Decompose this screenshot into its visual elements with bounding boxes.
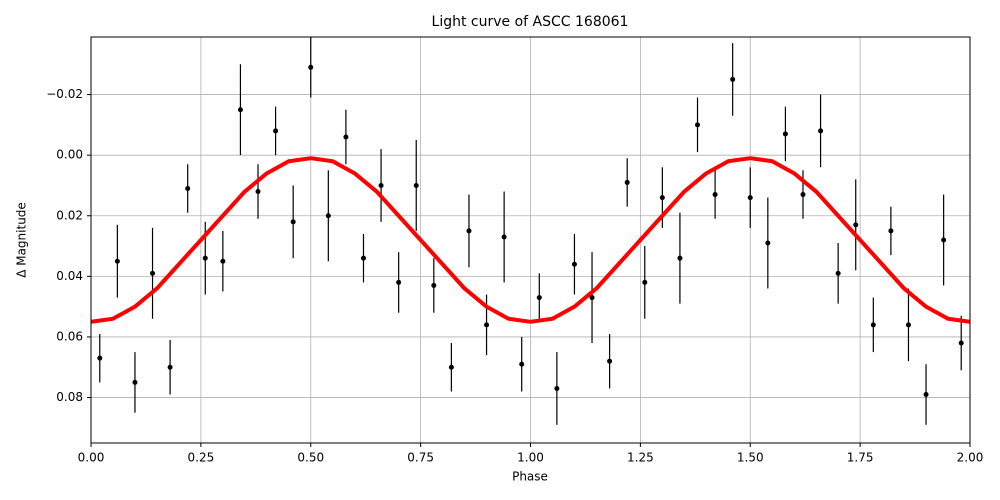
y-tick-label: 0.04 [56, 269, 83, 283]
data-point [818, 128, 824, 134]
x-tick-label: 1.25 [627, 451, 654, 465]
data-point [730, 76, 736, 82]
y-axis-label: Δ Magnitude [15, 202, 29, 278]
data-point [325, 213, 331, 219]
data-point [448, 364, 454, 370]
x-tick-label: 0.00 [78, 451, 105, 465]
data-point [413, 182, 419, 188]
x-tick-label: 0.75 [407, 451, 434, 465]
data-point [132, 379, 138, 385]
data-point [220, 258, 226, 264]
data-point [273, 128, 279, 134]
data-point [624, 179, 630, 185]
data-point [308, 64, 314, 70]
x-tick-label: 1.50 [737, 451, 764, 465]
data-point [800, 192, 806, 198]
data-point [501, 234, 507, 240]
data-point [642, 279, 648, 285]
y-tick-label: 0.06 [56, 329, 83, 343]
data-point [958, 340, 964, 346]
data-point [360, 255, 366, 261]
data-point [237, 107, 243, 113]
data-point [378, 182, 384, 188]
y-tick-label: 0.00 [56, 148, 83, 162]
data-point [677, 255, 683, 261]
x-tick-label: 1.75 [847, 451, 874, 465]
x-tick-label: 1.00 [517, 451, 544, 465]
data-point [888, 228, 894, 234]
data-point [114, 258, 120, 264]
data-point [659, 195, 665, 201]
data-point [782, 131, 788, 137]
data-point [536, 295, 542, 301]
data-point [712, 192, 718, 198]
data-point [97, 355, 103, 361]
data-point [167, 364, 173, 370]
y-tick-label: −0.02 [46, 87, 83, 101]
data-point [484, 322, 490, 328]
data-point [695, 122, 701, 128]
x-tick-label: 0.25 [188, 451, 215, 465]
data-point [571, 261, 577, 267]
data-point [396, 279, 402, 285]
x-tick-label: 0.50 [297, 451, 324, 465]
x-tick-label: 2.00 [957, 451, 984, 465]
data-point [290, 219, 296, 225]
data-point [589, 295, 595, 301]
data-point [765, 240, 771, 246]
data-point [343, 134, 349, 140]
y-tick-label: 0.08 [56, 390, 83, 404]
data-point [431, 282, 437, 288]
data-point [202, 255, 208, 261]
data-point [941, 237, 947, 243]
y-tick-label: 0.02 [56, 208, 83, 222]
data-point [923, 392, 929, 398]
data-point [835, 270, 841, 276]
model-line [91, 156, 970, 324]
data-point [853, 222, 859, 228]
data-point [905, 322, 911, 328]
data-point [554, 385, 560, 391]
data-point [150, 270, 156, 276]
data-point [466, 228, 472, 234]
data-point [607, 358, 613, 364]
data-point [519, 361, 525, 367]
data-point [185, 185, 191, 191]
chart-title: Light curve of ASCC 168061 [432, 14, 629, 30]
data-point [747, 195, 753, 201]
x-axis-label: Phase [512, 470, 548, 484]
data-point [255, 189, 261, 195]
plot-frame [90, 36, 971, 444]
data-point [870, 322, 876, 328]
